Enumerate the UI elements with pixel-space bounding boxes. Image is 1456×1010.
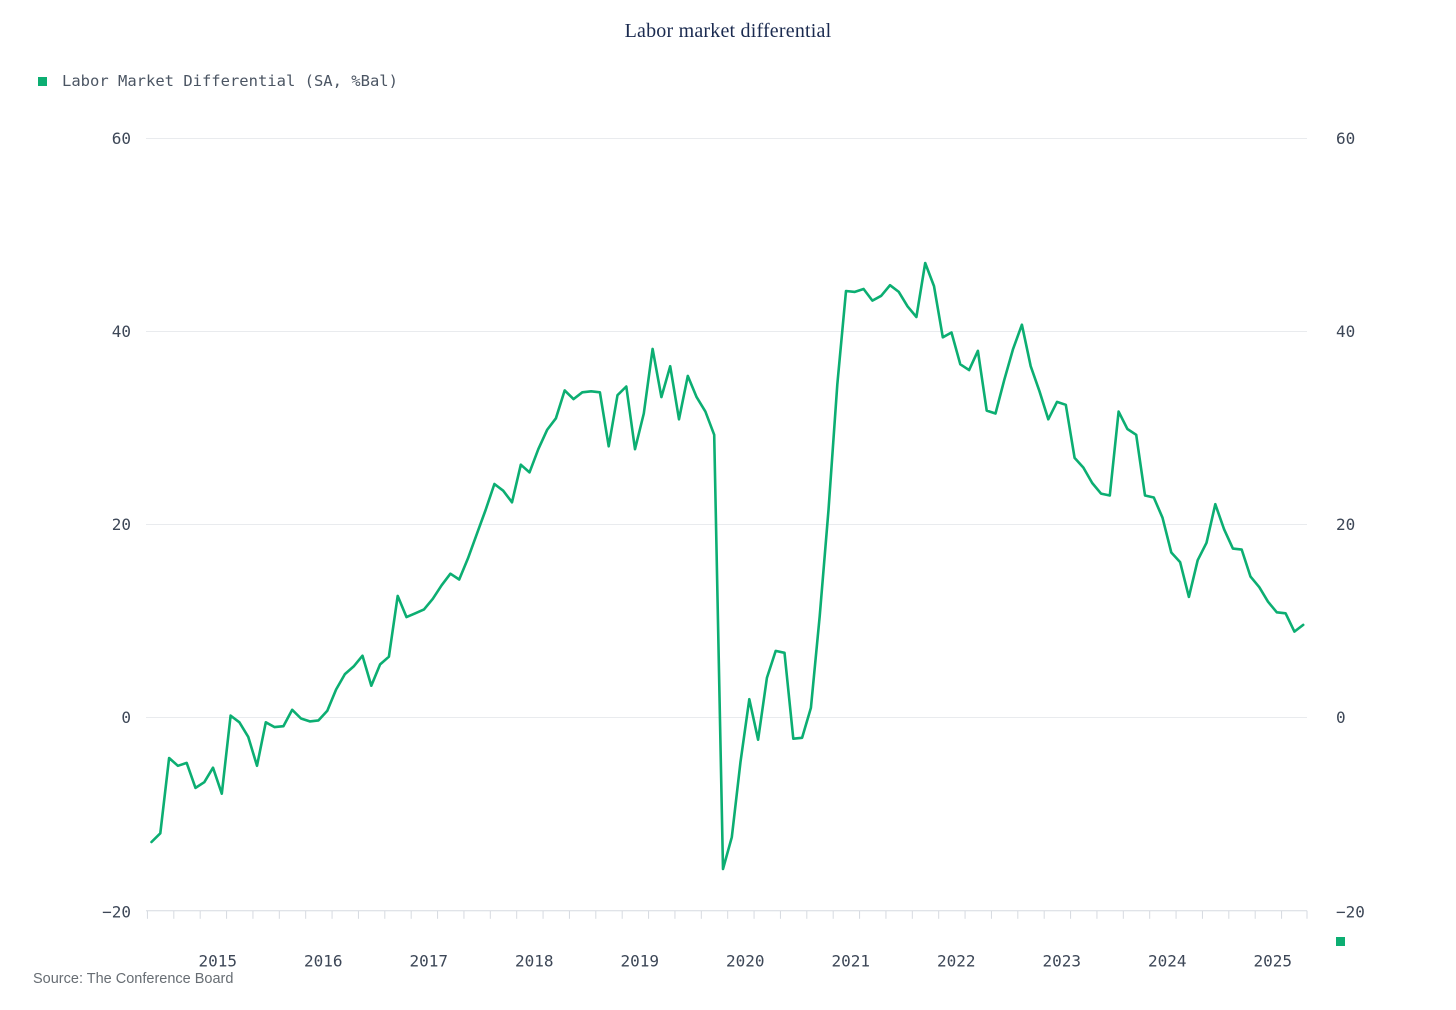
chart-title: Labor market differential	[624, 20, 832, 42]
legend-label: Labor Market Differential (SA, %Bal)	[62, 72, 398, 90]
x-axis-labels: 2015 2016 2017 2018 2019 2020 2021 2022 2023 2024…	[198, 952, 1292, 971]
series-line	[150, 261, 1305, 871]
y-tick-label: 40	[1336, 322, 1355, 341]
y-tick-label: −20	[1336, 902, 1365, 921]
x-tick-label: 2017	[409, 952, 448, 971]
y-tick-label: 40	[112, 322, 131, 341]
y-tick-label: 0	[1336, 708, 1346, 727]
source-note: Source: The Conference Board	[33, 971, 234, 987]
y-tick-label: 20	[1336, 515, 1355, 534]
x-tick-label: 2020	[726, 952, 765, 971]
y-tick-label: 0	[121, 708, 131, 727]
y-tick-label: 60	[1336, 129, 1355, 148]
x-tick-label: 2015	[198, 952, 237, 971]
x-axis	[146, 910, 1308, 919]
watermark-marker-icon	[1336, 937, 1345, 946]
legend: Labor Market Differential (SA, %Bal)	[38, 72, 398, 90]
x-tick-label: 2025	[1253, 952, 1292, 971]
legend-item[interactable]: Labor Market Differential (SA, %Bal)	[38, 72, 398, 90]
x-tick-label: 2016	[304, 952, 343, 971]
x-tick-label: 2018	[515, 952, 554, 971]
y-tick-label: 60	[112, 129, 131, 148]
y-tick-label: −20	[102, 902, 131, 921]
y-tick-label: 20	[112, 515, 131, 534]
x-tick-label: 2022	[937, 952, 976, 971]
y-axis-labels-right: 60 40 20 0 −20	[1336, 129, 1365, 921]
x-tick-label: 2019	[620, 952, 659, 971]
legend-marker-icon	[38, 76, 47, 86]
gridlines	[146, 138, 1307, 718]
x-tick-label: 2023	[1042, 952, 1081, 971]
y-axis-labels-left: 60 40 20 0 −20	[102, 129, 131, 921]
x-tick-label: 2024	[1148, 952, 1187, 971]
x-tick-label: 2021	[831, 952, 870, 971]
